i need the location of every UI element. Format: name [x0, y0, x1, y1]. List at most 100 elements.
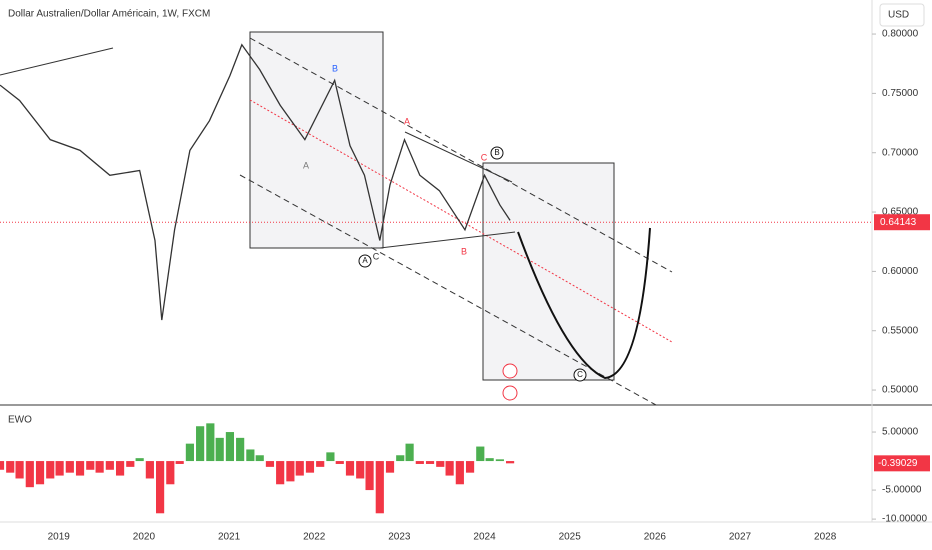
wave-circle	[573, 368, 587, 382]
ewo-bar	[276, 461, 285, 485]
x-tick-label: 2020	[133, 532, 156, 543]
ewo-bar	[326, 452, 335, 462]
ewo-bar	[396, 455, 405, 462]
drawings	[0, 0, 932, 523]
last-price-label: 0.64143	[880, 217, 917, 228]
box	[249, 31, 384, 249]
trend-line	[379, 231, 516, 249]
ewo-bar	[115, 461, 125, 476]
ewo-bar	[316, 461, 325, 467]
ewo-bar	[295, 461, 304, 476]
ewo-bar	[415, 461, 424, 464]
ewo-bar	[166, 461, 175, 485]
ewo-bar	[465, 461, 475, 473]
channel-line	[249, 37, 673, 273]
ewo-bar	[126, 461, 135, 467]
ewo-bar	[95, 461, 104, 473]
wave-label: C	[373, 251, 380, 261]
ewo-bar	[385, 461, 395, 473]
ewo-bar	[145, 461, 154, 479]
y-tick-label: 0.65000	[882, 207, 919, 218]
projection-curve	[517, 227, 651, 380]
ewo-bar	[55, 461, 64, 476]
ewo-bar	[455, 461, 464, 485]
mid-line	[249, 99, 673, 343]
ewo-bar	[505, 461, 515, 464]
chart-title: Dollar Australien/Dollar Américain, 1W, …	[8, 9, 210, 20]
ewo-bar	[75, 461, 85, 476]
ewo-bar	[436, 461, 445, 467]
last-value-label: -0.39029	[878, 458, 918, 469]
event-icon	[502, 363, 518, 379]
y-tick-label: 0.75000	[882, 88, 919, 99]
ewo-bar	[495, 459, 504, 462]
ewo-bar	[46, 461, 55, 479]
wave-label: B	[494, 148, 499, 157]
x-tick-label: 2025	[559, 532, 582, 543]
ewo-bar	[105, 461, 114, 470]
x-tick-label: 2019	[48, 532, 71, 543]
last-price-tag	[874, 214, 930, 231]
currency-box[interactable]	[879, 3, 925, 27]
currency[interactable]: USD	[888, 10, 909, 21]
ewo-bar	[175, 461, 184, 464]
ewo-bar	[246, 449, 255, 462]
trend-line	[0, 47, 114, 76]
ewo-bar	[425, 461, 435, 464]
indicator-title: EWO	[8, 415, 32, 426]
y-tick-label: -5.00000	[882, 485, 922, 496]
ewo-bar	[345, 461, 355, 476]
ewo-bar	[6, 461, 15, 473]
ewo-bar	[185, 443, 194, 462]
ewo-bar	[356, 461, 365, 479]
price-line	[0, 43, 511, 321]
y-tick-label: 0.60000	[882, 266, 919, 277]
y-tick-label: -10.00000	[882, 514, 927, 525]
trend-line	[404, 131, 513, 183]
wave-label: C	[577, 370, 583, 379]
ewo-bar	[156, 461, 165, 514]
ewo-bar	[485, 458, 494, 462]
ewo-bar	[375, 461, 384, 514]
y-tick-label: 0.70000	[882, 147, 919, 158]
ewo-bar	[405, 443, 414, 462]
ewo-bar	[0, 461, 5, 470]
x-tick-label: 2026	[644, 532, 667, 543]
x-tick-label: 2022	[303, 532, 326, 543]
ewo-bar	[286, 461, 295, 482]
ewo-bar	[86, 461, 95, 470]
x-tick-label: 2024	[473, 532, 496, 543]
ewo-bar	[15, 461, 24, 479]
wave-label: B	[461, 246, 467, 256]
ewo-bar	[225, 432, 235, 462]
ewo-bar	[265, 461, 275, 467]
ewo-bar	[365, 461, 374, 491]
wave-circle	[358, 254, 372, 268]
wave-label: A	[362, 256, 368, 265]
event-icon	[502, 385, 518, 401]
ewo-bar	[445, 461, 454, 476]
wave-label: A	[303, 160, 309, 170]
ewo-bar	[236, 437, 245, 462]
y-tick-label: 0.50000	[882, 385, 919, 396]
x-tick-label: 2021	[218, 532, 241, 543]
y-tick-label: 0.80000	[882, 29, 919, 40]
ewo-bar	[25, 461, 34, 488]
x-tick-label: 2023	[388, 532, 411, 543]
y-tick-label: 5.00000	[882, 427, 919, 438]
ewo-bar	[305, 461, 315, 473]
ewo-bar	[35, 461, 45, 485]
ewo-bar	[135, 458, 144, 462]
ewo-bar	[215, 437, 224, 462]
x-tick-label: 2027	[729, 532, 752, 543]
last-value-tag	[874, 455, 930, 472]
wave-label: C	[481, 152, 488, 162]
ewo-bar	[196, 426, 205, 462]
wave-label: A	[404, 116, 410, 126]
wave-circle	[490, 146, 504, 160]
y-tick-label: 0.55000	[882, 325, 919, 336]
ewo-bar	[206, 423, 215, 462]
x-tick-label: 2028	[814, 532, 837, 543]
